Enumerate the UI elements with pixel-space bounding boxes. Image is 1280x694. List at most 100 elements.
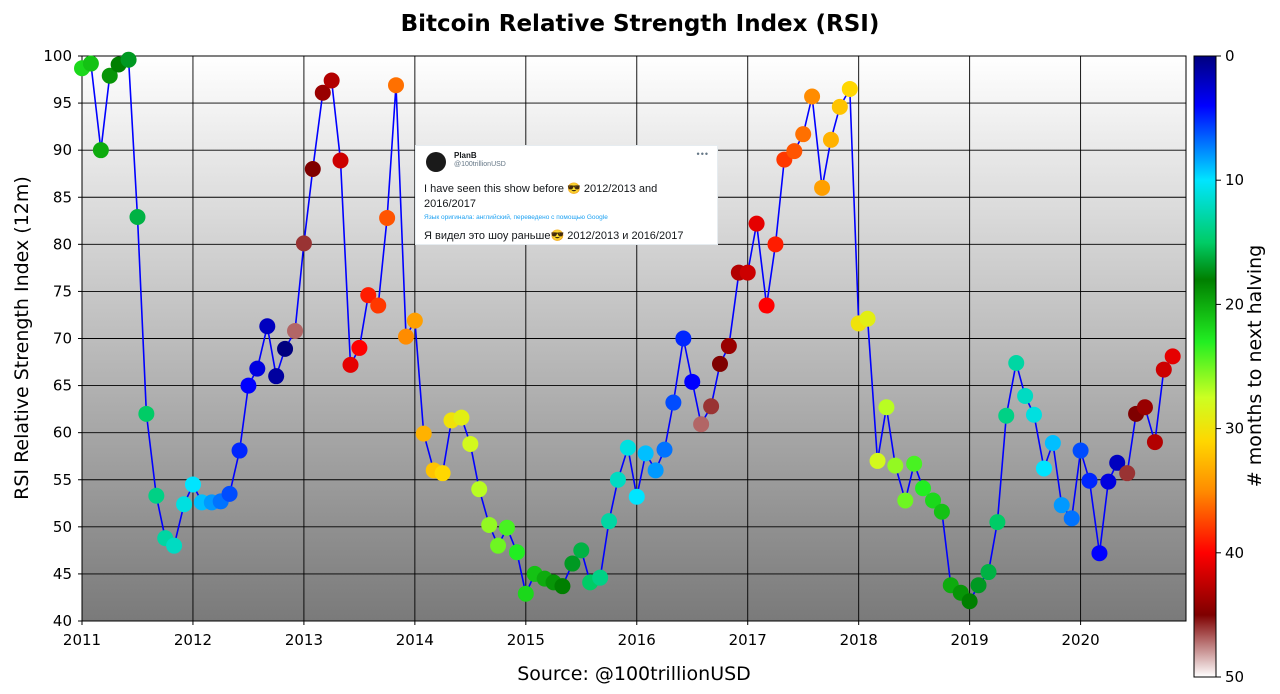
rsi-point	[665, 394, 682, 411]
y-tick-label: 60	[53, 424, 72, 442]
rsi-point	[675, 330, 692, 347]
tweet-author-handle[interactable]: @100trillionUSD	[454, 161, 506, 168]
rsi-point	[786, 143, 803, 160]
tweet-card[interactable]: PlanB @100trillionUSD ••• I have seen th…	[415, 145, 718, 245]
x-tick-label: 2013	[285, 631, 323, 649]
rsi-point	[1063, 510, 1080, 527]
rsi-point	[804, 88, 821, 105]
rsi-point	[1136, 399, 1153, 416]
rsi-point	[1081, 472, 1098, 489]
rsi-point	[1109, 454, 1126, 471]
rsi-point	[277, 340, 294, 357]
rsi-point	[711, 355, 728, 372]
rsi-point	[1008, 354, 1025, 371]
rsi-point	[453, 409, 470, 426]
rsi-point	[1164, 348, 1181, 365]
rsi-point	[795, 126, 812, 143]
rsi-point	[878, 399, 895, 416]
rsi-point	[887, 457, 904, 474]
rsi-point	[989, 514, 1006, 531]
rsi-point	[295, 235, 312, 252]
y-tick-label: 45	[53, 565, 72, 583]
rsi-point	[1053, 497, 1070, 514]
y-tick-label: 65	[53, 377, 72, 395]
rsi-point	[481, 516, 498, 533]
rsi-point	[1035, 460, 1052, 477]
colorbar-ticks: 0 10 20 30 40 50	[1216, 47, 1244, 686]
rsi-point	[406, 312, 423, 329]
x-tick-label: 2017	[729, 631, 767, 649]
rsi-point	[415, 425, 432, 442]
y-tick-label: 85	[53, 188, 72, 206]
rsi-point	[129, 209, 146, 226]
rsi-point	[906, 455, 923, 472]
y-tick-label: 50	[53, 518, 72, 536]
avatar[interactable]	[426, 152, 446, 172]
colorbar-tick-label: 30	[1225, 420, 1244, 438]
x-tick-label: 2019	[951, 631, 989, 649]
rsi-point	[748, 215, 765, 232]
x-tick-label: 2011	[63, 631, 101, 649]
rsi-point	[1100, 473, 1117, 490]
rsi-point	[814, 179, 831, 196]
rsi-point	[332, 152, 349, 169]
rsi-point	[148, 487, 165, 504]
tweet-text: I have seen this show before 😎 2012/2013…	[424, 183, 658, 210]
rsi-point	[166, 537, 183, 554]
rsi-point	[323, 72, 340, 89]
rsi-point	[82, 55, 99, 72]
x-tick-label: 2012	[174, 631, 212, 649]
rsi-point	[92, 142, 109, 159]
x-axis-ticks: 2011 2012 2013 2014 2015 2016 2017 2018 2019 2020	[63, 621, 1100, 649]
rsi-point	[609, 471, 626, 488]
rsi-point	[720, 338, 737, 355]
rsi-point	[342, 356, 359, 373]
more-options-icon[interactable]: •••	[696, 149, 709, 159]
rsi-point	[841, 80, 858, 97]
rsi-point	[592, 569, 609, 586]
rsi-point	[351, 339, 368, 356]
rsi-point	[231, 442, 248, 459]
rsi-point	[138, 405, 155, 422]
y-tick-label: 55	[53, 471, 72, 489]
chart-title: Bitcoin Relative Strength Index (RSI)	[401, 11, 880, 37]
rsi-point	[120, 51, 137, 68]
rsi-point	[498, 519, 515, 536]
x-tick-label: 2015	[507, 631, 545, 649]
rsi-point	[1155, 361, 1172, 378]
y-tick-label: 75	[53, 282, 72, 300]
colorbar-tick-label: 40	[1225, 544, 1244, 562]
rsi-point	[1044, 435, 1061, 452]
tweet-translation: Я видел это шоу раньше😎 2012/2013 и 2016…	[424, 230, 684, 242]
rsi-point	[980, 564, 997, 581]
rsi-points	[74, 51, 1181, 610]
tweet-author-name[interactable]: PlanB	[454, 151, 477, 160]
rsi-point	[259, 318, 276, 335]
rsi-point	[370, 297, 387, 314]
y-tick-label: 70	[53, 330, 72, 348]
rsi-point	[268, 368, 285, 385]
rsi-point	[397, 328, 414, 345]
rsi-point	[573, 542, 590, 559]
colorbar-label: # months to next halving	[1244, 245, 1266, 487]
rsi-point	[221, 485, 238, 502]
y-tick-label: 100	[43, 47, 72, 65]
rsi-point	[1025, 406, 1042, 423]
rsi-point	[462, 435, 479, 452]
x-axis-label: Source: @100trillionUSD	[517, 663, 751, 685]
x-tick-label: 2014	[396, 631, 434, 649]
rsi-point	[619, 439, 636, 456]
rsi-point	[471, 481, 488, 498]
translation-note[interactable]: Язык оригинала: английский, переведено с…	[424, 214, 608, 221]
x-tick-label: 2018	[840, 631, 878, 649]
x-tick-label: 2020	[1061, 631, 1099, 649]
rsi-point	[240, 377, 257, 394]
y-axis-ticks: 40 45 50 55 60 65 70 75 80 85 90 95 100	[43, 47, 82, 630]
rsi-point	[637, 445, 654, 462]
rsi-point	[508, 544, 525, 561]
rsi-point	[249, 360, 266, 377]
rsi-point	[554, 578, 571, 595]
y-tick-label: 80	[53, 235, 72, 253]
rsi-point	[101, 67, 118, 84]
